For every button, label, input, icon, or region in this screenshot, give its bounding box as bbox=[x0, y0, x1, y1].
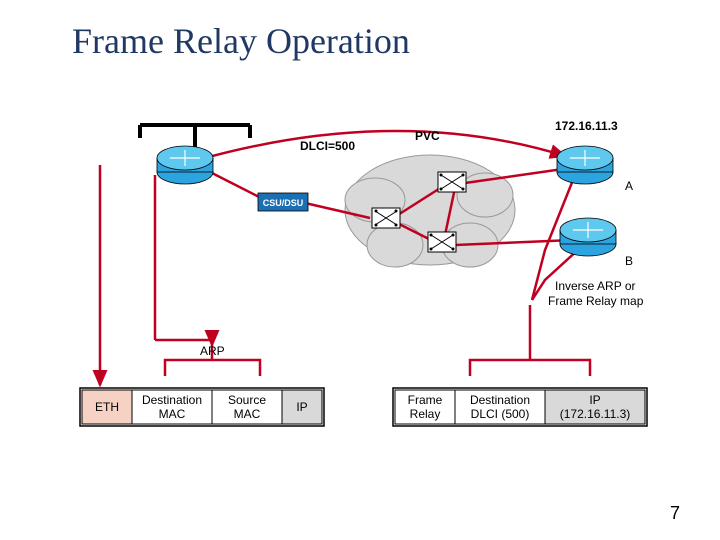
cloud-switch-2 bbox=[438, 172, 466, 192]
svg-text:Frame: Frame bbox=[408, 393, 443, 407]
svg-text:IP: IP bbox=[589, 393, 600, 407]
arp-label: ARP bbox=[200, 344, 225, 358]
svg-text:Source: Source bbox=[228, 393, 266, 407]
router-b-label: B bbox=[625, 254, 633, 268]
cloud-switch-1 bbox=[372, 208, 400, 228]
svg-text:(172.16.11.3): (172.16.11.3) bbox=[560, 407, 631, 421]
svg-text:ETH: ETH bbox=[95, 400, 119, 414]
pvc-label: PVC bbox=[415, 129, 440, 143]
svg-text:IP: IP bbox=[296, 400, 307, 414]
router-a-label: A bbox=[625, 179, 633, 193]
svg-text:DLCI (500): DLCI (500) bbox=[471, 407, 530, 421]
left-frame-format: ETHDestinationMACSourceMACIP bbox=[80, 388, 324, 426]
dlci-label: DLCI=500 bbox=[300, 139, 355, 153]
svg-text:Destination: Destination bbox=[470, 393, 530, 407]
router-a bbox=[557, 146, 613, 184]
inverse-arp-label-1: Inverse ARP or bbox=[555, 279, 635, 293]
svg-text:CSU/DSU: CSU/DSU bbox=[263, 198, 304, 208]
svg-text:MAC: MAC bbox=[159, 407, 186, 421]
remote-ip-label: 172.16.11.3 bbox=[555, 119, 618, 133]
right-frame-format: FrameRelay DestinationDLCI (500) IP(172.16… bbox=[393, 388, 647, 426]
diagram: CSU/DSU DLCI=500 PVC 172.16.11.3 A bbox=[0, 0, 720, 540]
svg-text:MAC: MAC bbox=[234, 407, 261, 421]
router-left bbox=[157, 146, 213, 184]
cloud-switch-3 bbox=[428, 232, 456, 252]
inverse-arp-label-2: Frame Relay map bbox=[548, 294, 644, 308]
svg-text:Destination: Destination bbox=[142, 393, 202, 407]
router-b bbox=[560, 218, 616, 256]
csu-dsu: CSU/DSU bbox=[258, 193, 308, 211]
svg-text:Relay: Relay bbox=[410, 407, 441, 421]
